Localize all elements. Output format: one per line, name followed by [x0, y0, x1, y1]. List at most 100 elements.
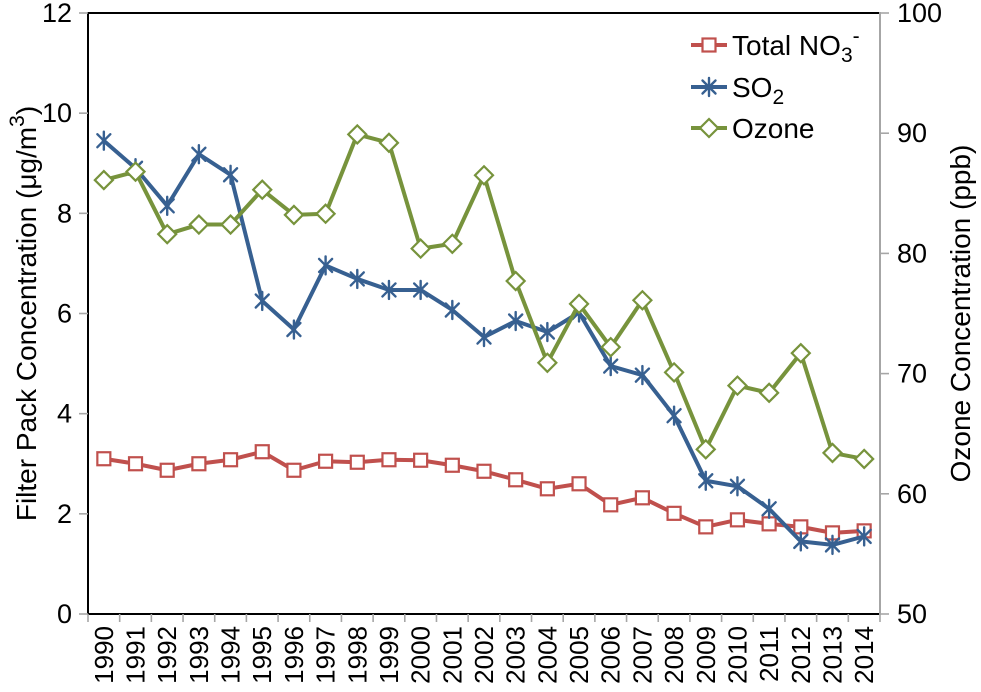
x-axis-label: 2013 — [817, 626, 847, 684]
data-point-ozone-2001 — [441, 233, 463, 255]
x-axis-label: 1997 — [311, 626, 341, 684]
asterisk-spoke — [603, 358, 619, 374]
asterisk-spoke — [254, 293, 270, 309]
data-point-so2-1997 — [317, 255, 334, 276]
data-point-totalno3-2005 — [571, 476, 587, 492]
data-point-ozone-2005 — [568, 293, 590, 315]
data-point-so2-1995 — [254, 290, 270, 312]
x-axis-label: 2012 — [786, 626, 816, 684]
asterisk-spoke — [96, 133, 112, 149]
right-axis-tick-label: 50 — [897, 599, 927, 629]
data-point-totalno3-1997 — [318, 453, 334, 469]
data-point-totalno3-1990 — [96, 451, 112, 467]
x-axis-label: 1998 — [342, 626, 372, 684]
legend-label-ozone: Ozone — [732, 113, 815, 144]
x-axis-label: 1996 — [279, 626, 309, 684]
left-axis-tick-label: 10 — [42, 98, 72, 128]
data-point-ozone-2006 — [600, 336, 622, 358]
data-point-totalno3-1995 — [254, 444, 270, 460]
data-point-totalno3-2010 — [729, 512, 746, 528]
data-point-ozone-1999 — [378, 132, 400, 154]
data-point-totalno3-2001 — [444, 457, 460, 473]
asterisk-spoke — [317, 257, 334, 274]
data-point-totalno3-2011 — [761, 516, 777, 532]
legend-item-totalno3: Total NO3- — [691, 25, 860, 67]
data-point-ozone-2012 — [790, 342, 812, 364]
left-axis: 0 2 4 6 8 10 12 — [42, 0, 88, 629]
legend-label-so2: SO2 — [732, 72, 784, 109]
data-point-totalno3-2009 — [698, 519, 714, 535]
data-point-ozone-2004 — [536, 352, 558, 374]
data-point-so2-2002 — [476, 326, 492, 348]
data-point-so2-2007 — [634, 364, 651, 386]
x-axis-label: 2004 — [532, 626, 562, 684]
legend-item-so2: SO2 — [691, 72, 784, 109]
legend-item-ozone: Ozone — [691, 113, 815, 144]
x-axis-label: 2009 — [691, 626, 721, 684]
right-axis-tick-label: 80 — [897, 238, 927, 268]
right-axis-tick-label: 100 — [897, 0, 942, 28]
data-point-so2-1999 — [381, 279, 397, 301]
data-point-so2-2006 — [603, 355, 619, 377]
legend-marker-ozone — [698, 117, 720, 139]
x-axis-label: 1991 — [121, 626, 151, 684]
data-point-so2-1992 — [159, 195, 175, 217]
right-axis-tick-label: 60 — [897, 479, 927, 509]
left-axis-title: Filter Pack Concentration (μg/m3) — [6, 106, 42, 521]
data-point-totalno3-2000 — [413, 452, 429, 468]
x-axis-label: 1992 — [152, 626, 182, 684]
data-point-so2-2004 — [539, 321, 556, 343]
data-point-ozone-2002 — [473, 164, 495, 186]
asterisk-spoke — [381, 282, 397, 298]
data-point-ozone-2007 — [631, 289, 653, 311]
asterisk-spoke — [159, 198, 175, 214]
asterisk-spoke — [824, 537, 841, 553]
data-point-so2-2001 — [444, 299, 461, 321]
asterisk-spoke — [507, 313, 524, 329]
x-axis-label: 2014 — [849, 626, 879, 684]
data-point-ozone-2000 — [410, 238, 432, 260]
legend-label-totalno3: Total NO3- — [732, 25, 860, 67]
data-point-totalno3-2002 — [476, 463, 492, 479]
data-point-totalno3-1991 — [127, 456, 144, 472]
data-point-ozone-2003 — [505, 270, 527, 292]
data-point-totalno3-1993 — [191, 456, 207, 472]
data-point-ozone-1997 — [315, 203, 337, 225]
data-point-ozone-2011 — [758, 382, 780, 404]
data-point-so2-2012 — [793, 531, 809, 552]
data-point-ozone-2014 — [853, 448, 875, 470]
asterisk-spoke — [701, 79, 717, 95]
asterisk-spoke — [286, 321, 302, 338]
data-point-so2-2003 — [507, 310, 524, 332]
data-point-so2-2013 — [824, 534, 841, 556]
x-axis-label: 2010 — [722, 626, 752, 684]
right-axis-title: Ozone Concentration (ppb) — [945, 145, 976, 483]
x-axis-label: 1990 — [89, 626, 119, 684]
data-point-totalno3-2006 — [603, 497, 619, 513]
x-axis-label: 2008 — [659, 626, 689, 684]
asterisk-spoke — [476, 329, 492, 345]
data-point-so2-1994 — [222, 164, 239, 185]
data-point-ozone-1990 — [93, 169, 115, 191]
data-point-ozone-1998 — [346, 123, 368, 145]
data-point-ozone-2010 — [726, 375, 748, 397]
series-ozone — [93, 123, 875, 470]
right-axis-tick-label: 70 — [897, 359, 927, 389]
x-axis-label: 1994 — [216, 626, 246, 684]
data-point-totalno3-2007 — [634, 490, 651, 506]
left-axis-tick-label: 8 — [57, 198, 72, 228]
asterisk-spoke — [539, 324, 556, 340]
data-point-so2-2011 — [761, 498, 777, 520]
left-axis-tick-label: 12 — [42, 0, 72, 28]
data-point-totalno3-2003 — [508, 472, 524, 488]
data-point-so2-1996 — [286, 319, 302, 340]
right-axis-tick-label: 90 — [897, 118, 927, 148]
x-axis-label: 2005 — [564, 626, 594, 684]
data-point-ozone-1991 — [124, 161, 147, 183]
x-axis-label: 2003 — [501, 626, 531, 684]
data-point-so2-2014 — [856, 526, 872, 547]
right-axis: 50 60 70 80 90 100 — [880, 0, 942, 629]
